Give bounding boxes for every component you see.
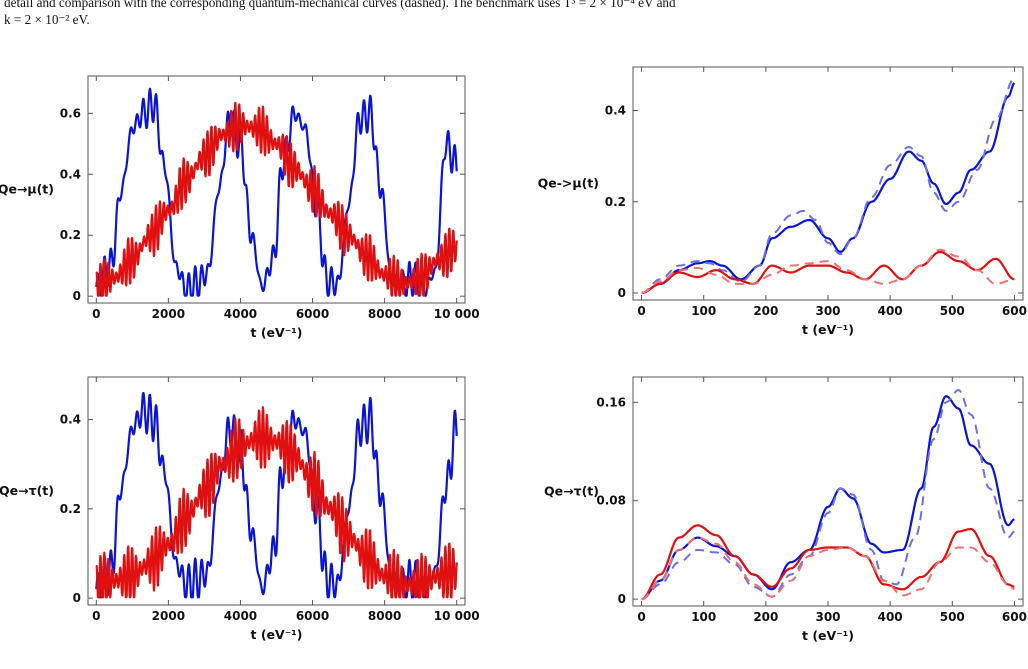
y-tick-label: 0.2 <box>60 502 81 516</box>
x-tick-label: 0 <box>637 304 645 318</box>
y-tick-label: 0.08 <box>596 494 626 508</box>
series-line-red-solid <box>95 406 458 599</box>
x-tick-label: 500 <box>940 610 965 624</box>
series-line-red-dashed <box>641 248 1015 294</box>
x-tick-label: 0 <box>92 307 100 321</box>
x-tick-label: 2000 <box>152 307 185 321</box>
series-line-blue-solid <box>641 395 1015 601</box>
caption-line-2: k = 2 × 10⁻² eV. <box>4 11 90 27</box>
series-line-red-solid <box>95 101 458 297</box>
x-tick-label: 10 000 <box>434 609 480 623</box>
figure-caption: detail and comparison with the correspon… <box>4 0 1024 28</box>
plot-frame <box>87 75 466 304</box>
y-tick-label: 0.4 <box>60 413 81 427</box>
x-axis-label: t (eV⁻¹) <box>802 322 854 337</box>
caption-line-1: detail and comparison with the correspon… <box>4 0 676 10</box>
x-tick-label: 8000 <box>368 307 401 321</box>
y-tick-label: 0.16 <box>596 395 626 409</box>
y-axis-label: Qe->μ(t) <box>538 176 599 191</box>
x-tick-label: 500 <box>940 304 965 318</box>
x-tick-label: 6000 <box>296 307 329 321</box>
plot-frame <box>632 376 1024 607</box>
y-tick-label: 0.4 <box>605 103 626 117</box>
y-tick-label: 0.6 <box>60 106 81 120</box>
series-line-blue-dashed <box>641 388 1015 601</box>
x-tick-label: 0 <box>637 610 645 624</box>
x-tick-label: 100 <box>691 304 716 318</box>
y-tick-label: 0 <box>73 591 81 605</box>
x-axis-label: t (eV⁻¹) <box>251 627 303 642</box>
x-axis-label: t (eV⁻¹) <box>251 325 303 340</box>
series-line-red-solid <box>641 524 1015 601</box>
x-tick-label: 200 <box>753 610 778 624</box>
x-tick-label: 4000 <box>224 609 257 623</box>
x-tick-label: 300 <box>815 610 840 624</box>
y-tick-label: 0 <box>73 289 81 303</box>
y-axis-label: Qe→μ(t) <box>0 182 54 197</box>
y-axis-label: Qe→τ(t) <box>544 484 599 499</box>
series-line-red-dashed <box>641 536 1015 601</box>
x-axis-label: t (eV⁻¹) <box>802 628 854 643</box>
series-line-blue-solid <box>641 82 1016 295</box>
x-tick-label: 400 <box>878 610 903 624</box>
x-tick-label: 200 <box>753 304 778 318</box>
x-tick-label: 2000 <box>152 609 185 623</box>
x-tick-label: 10 000 <box>434 307 480 321</box>
x-tick-label: 100 <box>691 610 716 624</box>
y-tick-label: 0 <box>618 286 626 300</box>
x-tick-label: 0 <box>92 609 100 623</box>
y-tick-label: 0.2 <box>605 195 626 209</box>
series-line-blue-dashed <box>641 77 1015 294</box>
x-tick-label: 6000 <box>296 609 329 623</box>
x-tick-label: 300 <box>815 304 840 318</box>
x-tick-label: 600 <box>1002 610 1027 624</box>
x-tick-label: 600 <box>1002 304 1027 318</box>
x-tick-label: 8000 <box>368 609 401 623</box>
plot-frame <box>87 376 466 606</box>
x-tick-label: 400 <box>878 304 903 318</box>
y-axis-label: Qe→τ(t) <box>0 483 54 498</box>
y-tick-label: 0.4 <box>60 167 81 181</box>
y-tick-label: 0.2 <box>60 228 81 242</box>
series-line-red-solid <box>641 250 1015 295</box>
x-tick-label: 4000 <box>224 307 257 321</box>
y-tick-label: 0 <box>618 592 626 606</box>
